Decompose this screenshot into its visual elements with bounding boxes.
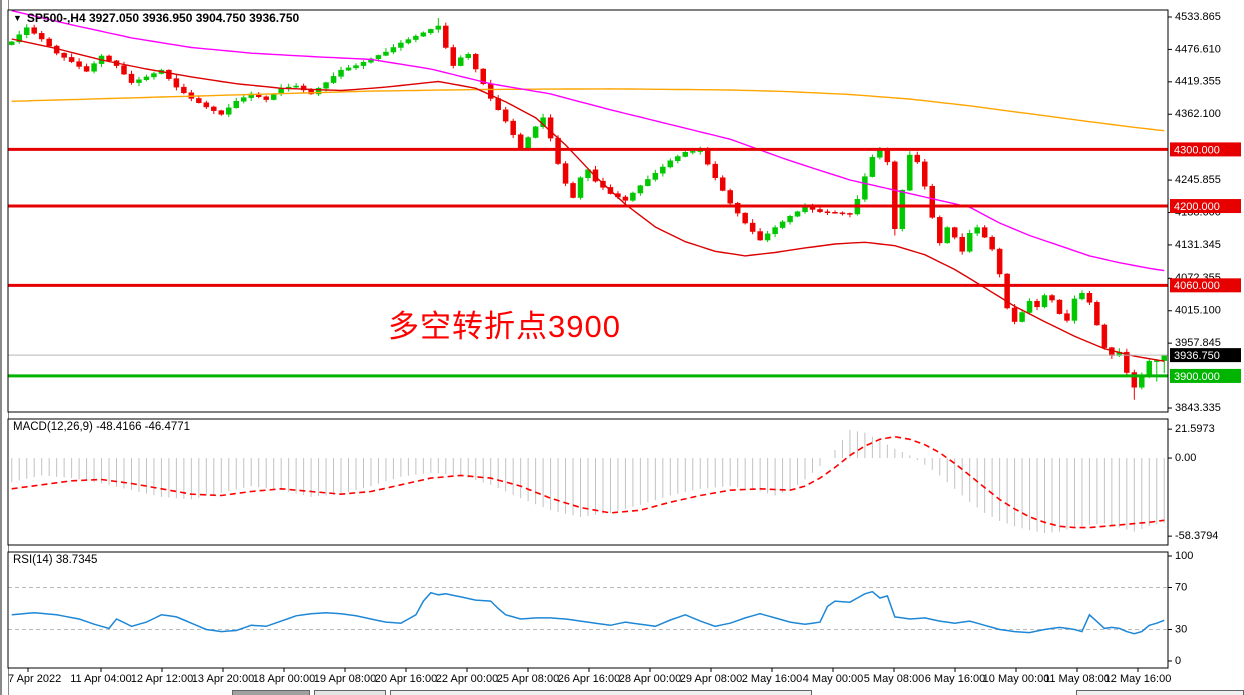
time-label: 5 May 08:00 [863,673,925,685]
svg-text:4362.100: 4362.100 [1175,108,1221,120]
background-window-edge[interactable] [390,690,812,695]
ma-fast-red [11,38,1165,362]
time-label: 11 May 08:00 [1044,673,1110,685]
chart-symbol-ohlc: SP500-,H4 3927.050 3936.950 3904.750 393… [26,11,300,25]
time-label: 13 Apr 20:00 [191,673,255,685]
svg-text:3843.335: 3843.335 [1175,402,1221,414]
time-label: 7 Apr 2022 [8,673,62,685]
time-axis[interactable]: 7 Apr 2022 11 Apr 04:00 12 Apr 12:00 13 Apr… [8,668,1171,690]
svg-text:0: 0 [1175,655,1181,667]
price-axis-column[interactable] [1168,0,1244,695]
chart-text-annotation: 多空转折点3900 [388,309,621,344]
svg-text:4245.855: 4245.855 [1175,174,1221,186]
time-label: 11 Apr 04:00 [70,673,132,685]
panel-frame [7,9,1169,413]
svg-text:4419.355: 4419.355 [1175,76,1221,88]
background-window-edge[interactable] [314,690,386,695]
time-label: 12 Apr 12:00 [130,673,194,685]
chart-title: ▼ SP500-,H4 3927.050 3936.950 3904.750 39… [13,11,299,25]
panel-frame [7,551,1169,669]
macd-histogram [11,429,1165,533]
time-label: 26 Apr 16:00 [557,673,621,685]
price-level-badge: 4200.000 [1170,199,1241,214]
svg-text:21.5973: 21.5973 [1175,423,1215,435]
macd-indicator-label: MACD(12,26,9) -48.4166 -46.4771 [13,421,191,433]
svg-text:3936.750: 3936.750 [1174,350,1220,362]
chart-marker-icon[interactable]: ▼ [13,13,22,23]
svg-text:70: 70 [1175,581,1187,593]
svg-text:3957.845: 3957.845 [1175,337,1221,349]
macd-signal-line [11,435,1165,529]
time-label: 2 May 16:00 [741,673,803,685]
rsi-line [11,590,1165,635]
main-chart-panel[interactable] [8,10,1168,412]
svg-text:30: 30 [1175,623,1187,635]
svg-text:4476.610: 4476.610 [1175,43,1221,55]
svg-text:4533.865: 4533.865 [1175,11,1221,23]
time-label: 12 May 16:00 [1104,673,1172,685]
svg-text:0.00: 0.00 [1175,452,1196,464]
time-label: 19 Apr 08:00 [313,673,377,685]
svg-text:4015.100: 4015.100 [1175,305,1221,317]
time-label: 10 May 00:00 [982,673,1050,685]
background-window-edge[interactable] [1076,690,1244,695]
svg-text:3900.000: 3900.000 [1174,371,1220,383]
panel-frame [7,418,1169,546]
price-level-badge: 3900.000 [1170,368,1241,383]
background-window-edge[interactable] [232,690,310,695]
svg-text:100: 100 [1175,550,1193,562]
time-label: 18 Apr 00:00 [252,673,316,685]
svg-text:4200.000: 4200.000 [1174,201,1220,213]
ma-mid-magenta [11,10,1165,272]
current-price-badge: 3936.750 [1170,348,1241,363]
time-label: 29 Apr 08:00 [679,673,743,685]
time-label: 20 Apr 16:00 [374,673,438,685]
rsi-panel[interactable] [8,552,1168,668]
price-level-badge: 4300.000 [1170,142,1241,157]
time-label: 22 Apr 00:00 [435,673,499,685]
time-label: 25 Apr 08:00 [496,673,560,685]
svg-text:4300.000: 4300.000 [1174,144,1220,156]
rsi-indicator-label: RSI(14) 38.7345 [13,554,98,566]
svg-text:4060.000: 4060.000 [1174,280,1220,292]
time-label: 6 May 16:00 [924,673,986,685]
svg-text:-58.3794: -58.3794 [1175,530,1218,542]
time-label: 4 May 00:00 [802,673,864,685]
price-level-badge: 4060.000 [1170,278,1241,293]
ma-slow-orange [11,88,1165,132]
time-label: 28 Apr 00:00 [618,673,682,685]
svg-text:4131.345: 4131.345 [1175,239,1221,251]
